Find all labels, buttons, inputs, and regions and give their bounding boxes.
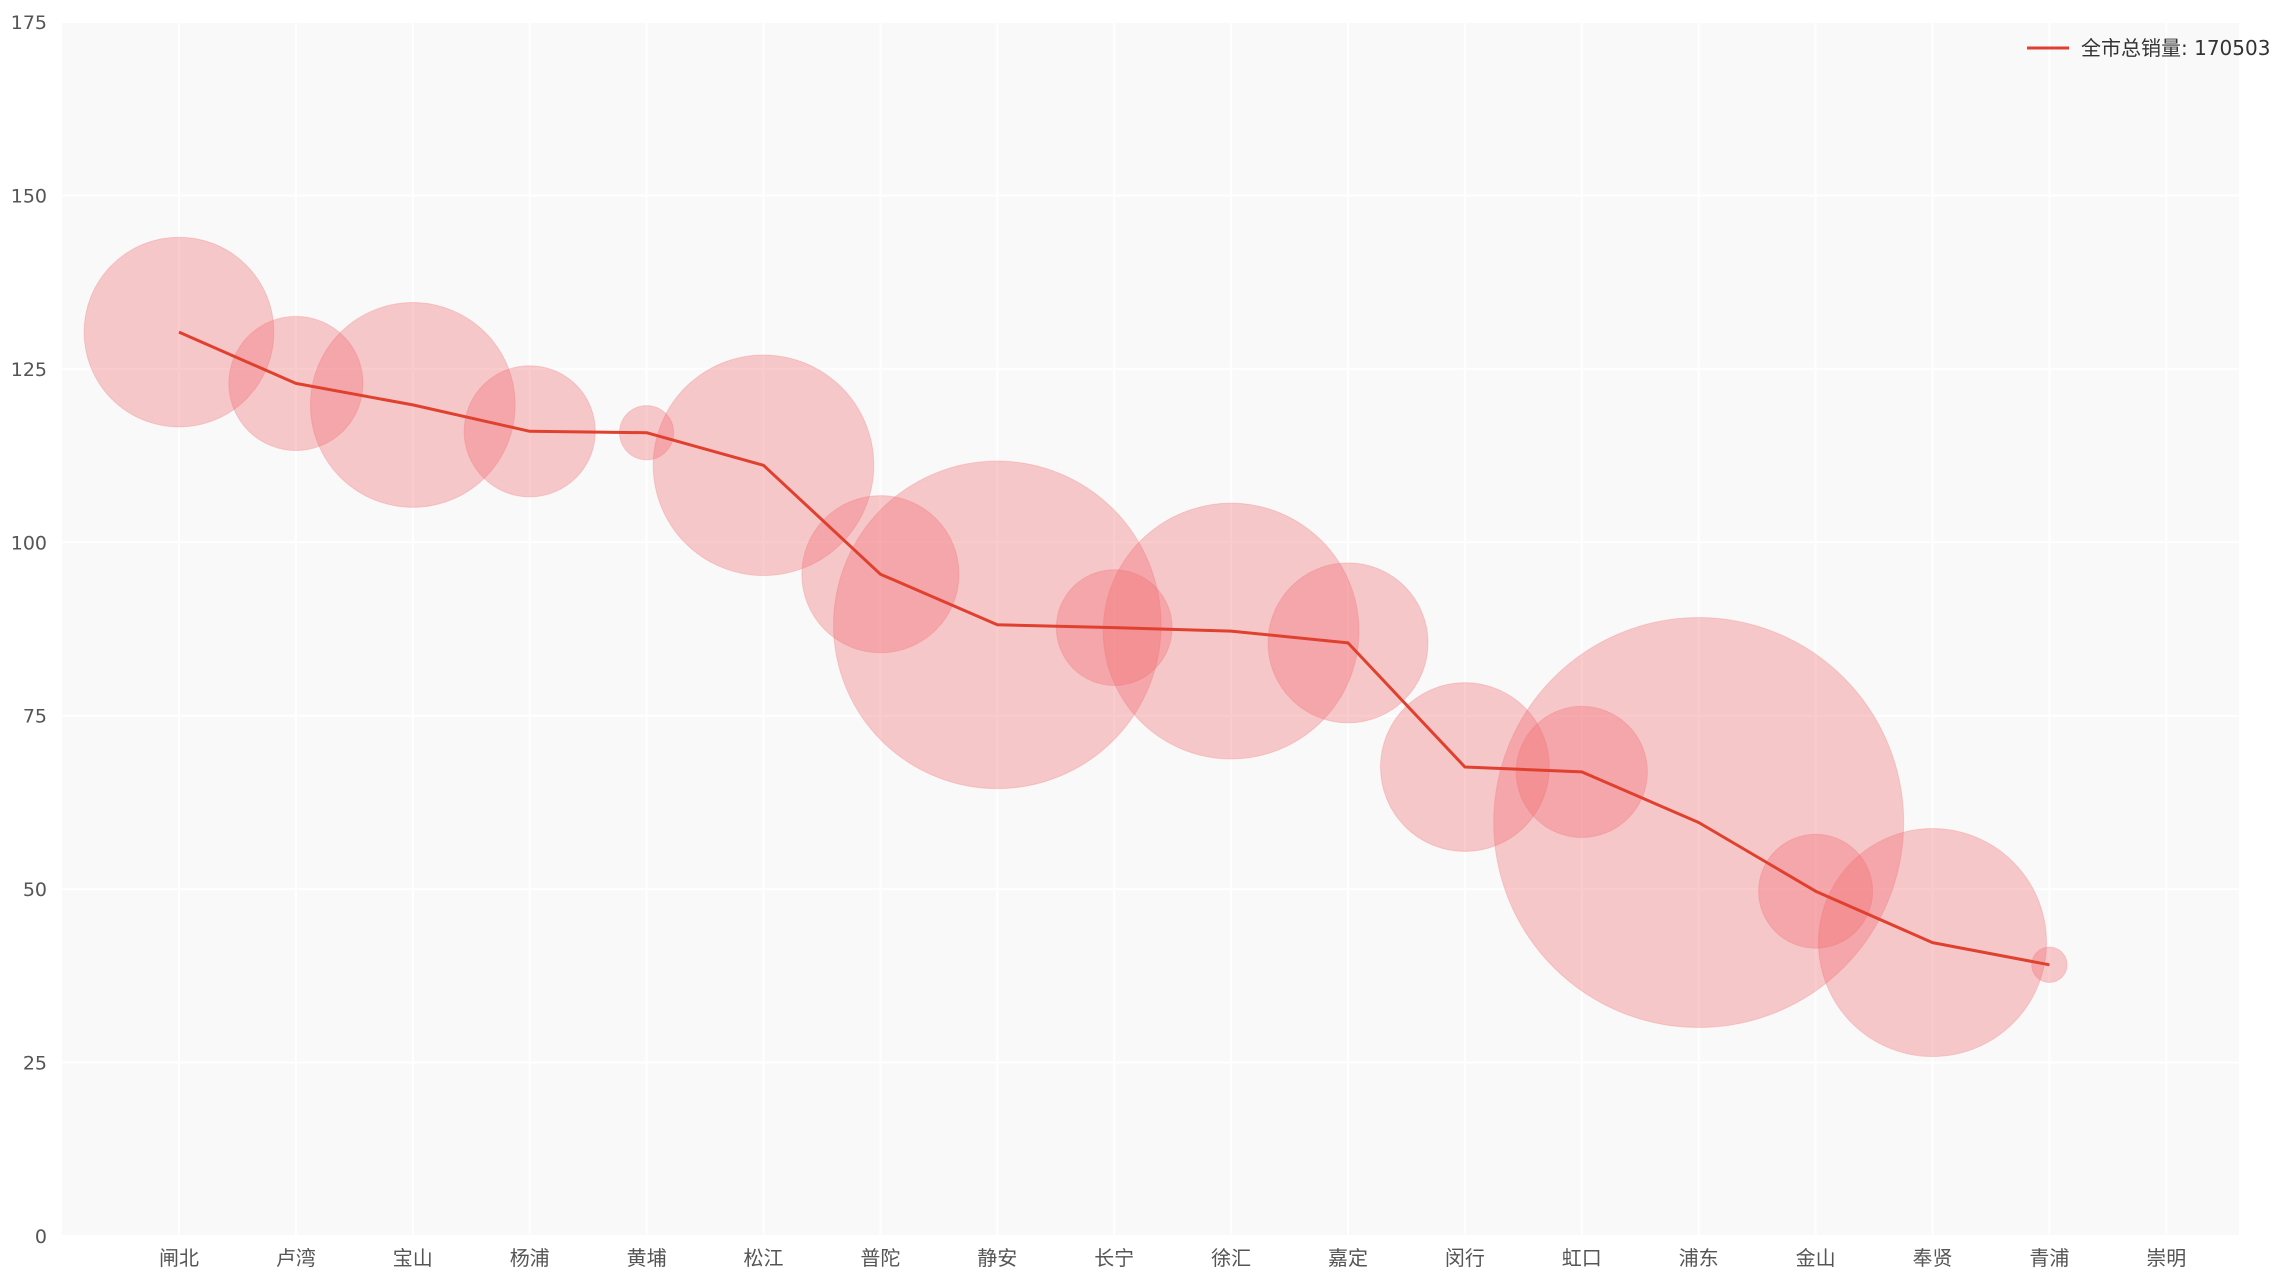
y-tick-label: 125 — [11, 359, 47, 381]
x-tick-label: 普陀 — [860, 1246, 900, 1270]
x-tick-label: 徐汇 — [1211, 1246, 1251, 1270]
x-axis: 闸北 卢湾 宝山 杨浦 黄埔 松江 普陀 静安 长宁 徐汇 嘉定 闵行 虹口 浦东 金山 奉贤 青浦 崇明 — [159, 1246, 2186, 1270]
line-series — [178, 330, 2050, 967]
x-tick-label: 宝山 — [393, 1246, 433, 1270]
grid-lines — [62, 21, 2239, 1237]
y-tick-label: 175 — [11, 12, 47, 34]
x-tick-label: 静安 — [977, 1246, 1017, 1270]
y-tick-label: 0 — [35, 1226, 47, 1248]
x-tick-label: 黄埔 — [627, 1246, 667, 1270]
y-tick-label: 100 — [11, 532, 47, 554]
x-tick-label: 奉贤 — [1913, 1246, 1953, 1270]
y-tick-label: 25 — [23, 1053, 47, 1075]
x-tick-label: 青浦 — [2029, 1246, 2069, 1270]
x-tick-label: 闸北 — [159, 1246, 199, 1270]
series-line[interactable] — [178, 330, 2050, 967]
y-tick-label: 75 — [23, 706, 47, 728]
x-tick-label: 虹口 — [1562, 1246, 1602, 1270]
x-tick-label: 松江 — [744, 1246, 784, 1270]
x-tick-label: 金山 — [1796, 1246, 1836, 1270]
y-tick-label: 150 — [11, 185, 47, 207]
x-tick-label: 杨浦 — [510, 1246, 550, 1270]
x-tick-label: 崇明 — [2146, 1246, 2186, 1270]
bubble-point[interactable] — [83, 236, 275, 428]
x-tick-label: 闵行 — [1445, 1246, 1485, 1270]
y-tick-label: 50 — [23, 879, 47, 901]
y-axis: 0 25 50 75 100 125 150 175 — [11, 12, 47, 1248]
x-tick-label: 卢湾 — [276, 1246, 316, 1270]
x-tick-label: 长宁 — [1094, 1246, 1134, 1270]
x-tick-label: 浦东 — [1679, 1246, 1719, 1270]
legend-label: 全市总销量: 170503 — [2081, 36, 2270, 60]
legend[interactable]: 全市总销量: 170503 — [2027, 36, 2270, 60]
x-tick-label: 嘉定 — [1328, 1246, 1368, 1270]
